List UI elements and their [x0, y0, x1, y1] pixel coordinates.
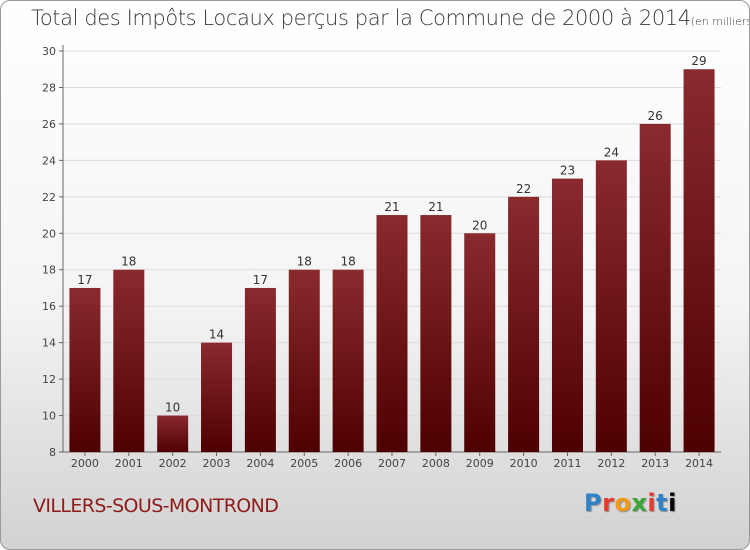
bar: [201, 342, 233, 452]
logo-letter: P: [584, 489, 603, 517]
x-tick-label: 2002: [159, 457, 187, 470]
x-tick-label: 2009: [466, 457, 494, 470]
data-label: 17: [77, 273, 92, 287]
y-tick-label: 8: [49, 446, 56, 459]
bar: [157, 415, 189, 452]
x-tick-label: 2001: [115, 457, 143, 470]
bar: [551, 178, 583, 452]
bar: [244, 287, 276, 452]
y-tick-label: 22: [42, 191, 56, 204]
chart-title-text: Total des Impôts Locaux perçus par la Co…: [31, 6, 691, 30]
bar: [420, 215, 452, 452]
y-tick-label: 16: [42, 300, 56, 313]
y-tick-label: 14: [42, 337, 56, 350]
data-label: 21: [384, 200, 399, 214]
data-label: 18: [340, 255, 355, 269]
bar: [639, 123, 671, 452]
unit-note: (en milliers d'€): [690, 15, 750, 28]
data-label: 26: [648, 109, 663, 123]
axes: 8 10 12 14 16 18 20 22 24 26 28 30 2000 2001 2002 2003 2…: [42, 45, 721, 470]
bar: [683, 69, 715, 453]
x-tick-label: 2004: [246, 457, 274, 470]
bar: [376, 215, 408, 452]
y-tick-label: 26: [42, 118, 56, 131]
y-tick-label: 20: [42, 227, 56, 240]
bar: [508, 196, 540, 452]
y-tick-label: 10: [42, 410, 56, 423]
value-labels: 17 18 10 14 17 18 18 21 21 20 22 23 24 26 29: [77, 54, 706, 414]
chart-title: Total des Impôts Locaux perçus par la Co…: [31, 6, 750, 30]
y-tick-label: 30: [42, 45, 56, 58]
x-tick-label: 2005: [290, 457, 318, 470]
x-tick-label: 2007: [378, 457, 406, 470]
bar: [464, 233, 496, 452]
data-label: 22: [516, 182, 531, 196]
logo-letter: x: [631, 489, 648, 517]
x-tick-label: 2012: [597, 457, 625, 470]
data-label: 21: [428, 200, 443, 214]
data-label: 17: [253, 273, 268, 287]
data-label: 23: [560, 164, 575, 178]
x-tick-label: 2003: [203, 457, 231, 470]
logo-letter: i: [668, 489, 677, 517]
bar: [332, 269, 364, 452]
y-tick-label: 28: [42, 81, 56, 94]
logo-letter: r: [602, 489, 615, 517]
y-tick-label: 18: [42, 264, 56, 277]
x-tick-label: 2013: [641, 457, 669, 470]
data-label: 18: [121, 255, 136, 269]
data-label: 10: [165, 401, 180, 415]
proxiti-logo[interactable]: Proxiti: [584, 489, 677, 517]
data-label: 18: [297, 255, 312, 269]
bar: [288, 269, 320, 452]
x-tick-label: 2008: [422, 457, 450, 470]
y-tick-label: 24: [42, 154, 56, 167]
logo-letter: i: [647, 489, 657, 517]
y-tick-label: 12: [42, 373, 56, 386]
x-tick-label: 2014: [685, 457, 713, 470]
commune-name: VILLERS-SOUS-MONTROND: [33, 495, 279, 517]
logo-letter: o: [614, 489, 632, 517]
bar: [69, 287, 101, 452]
data-label: 24: [604, 145, 619, 159]
data-label: 20: [472, 218, 487, 232]
bars: [69, 69, 715, 453]
x-tick-label: 2006: [334, 457, 362, 470]
data-label: 29: [691, 54, 706, 68]
x-tick-label: 2011: [553, 457, 581, 470]
x-tick-label: 2010: [510, 457, 538, 470]
bar: [595, 160, 627, 452]
logo-letter: t: [656, 489, 669, 517]
x-tick-label: 2000: [71, 457, 99, 470]
bar: [113, 269, 145, 452]
data-label: 14: [209, 328, 224, 342]
